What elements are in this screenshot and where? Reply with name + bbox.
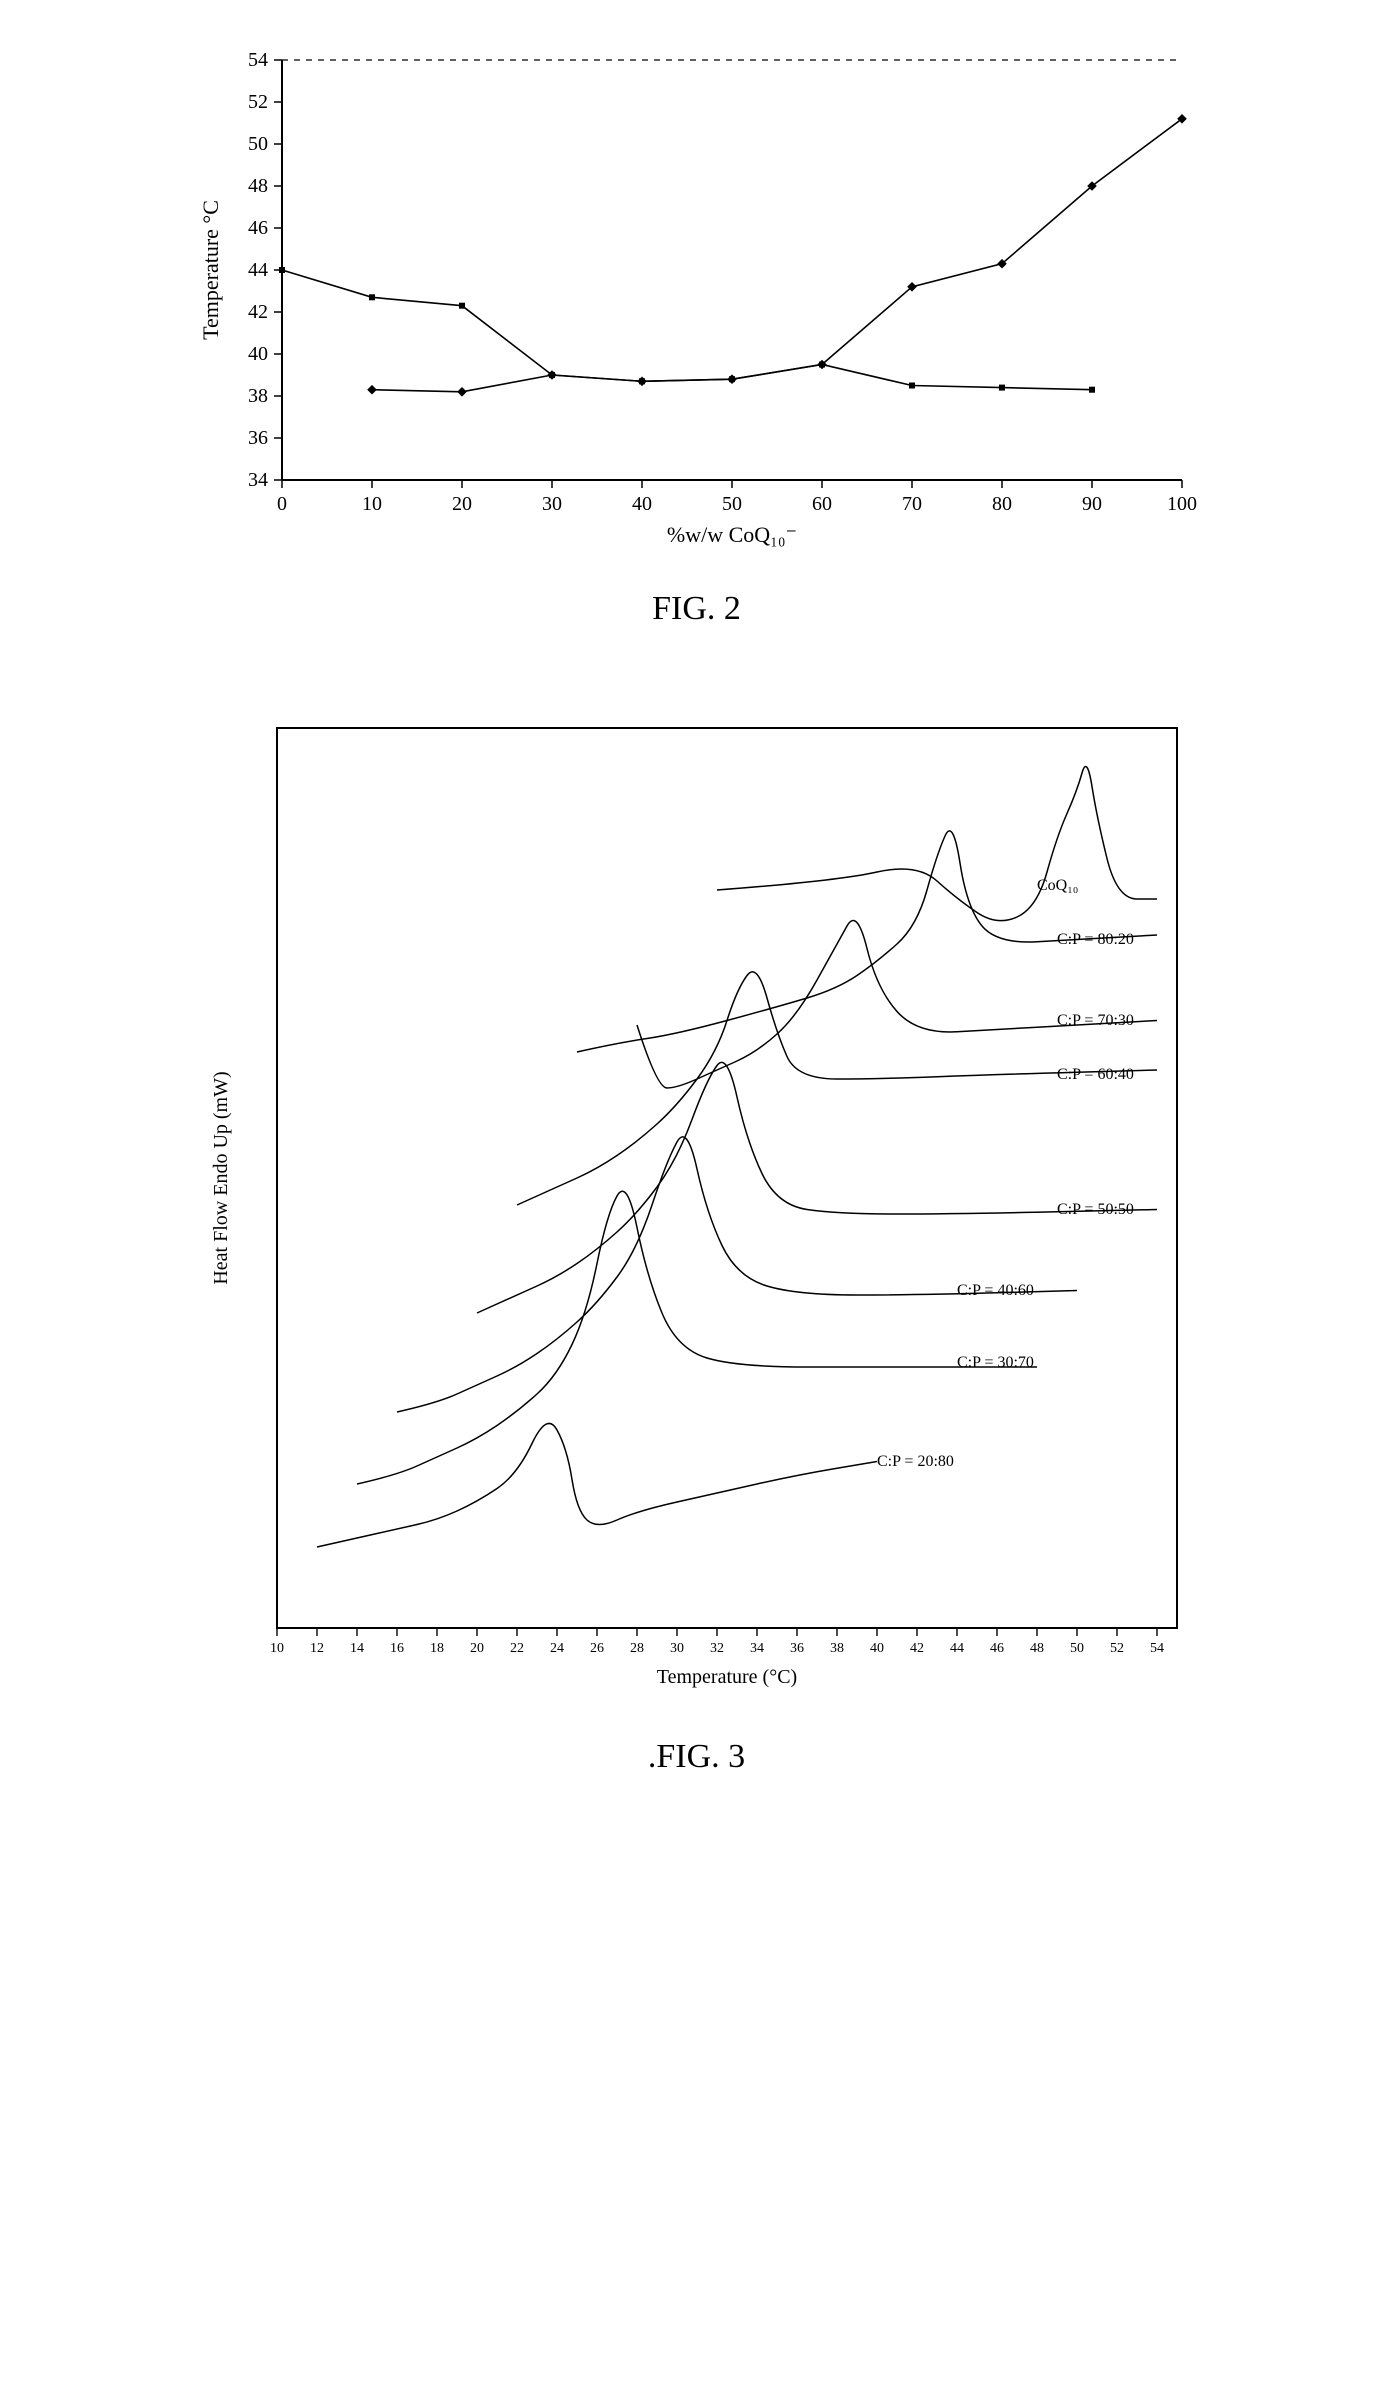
fig2-caption: FIG. 2 — [40, 590, 1353, 628]
svg-text:46: 46 — [248, 217, 268, 239]
svg-text:38: 38 — [248, 385, 268, 407]
svg-text:20: 20 — [452, 493, 472, 515]
svg-text:50: 50 — [722, 493, 742, 515]
fig3-chart: 10 12 14 16 18 20 22 24 26 28 30 32 34 36 38 40 42 44 46 48… — [187, 708, 1207, 1708]
svg-text:60: 60 — [812, 493, 832, 515]
svg-text:50: 50 — [248, 133, 268, 155]
svg-text:C:P = 30:70: C:P = 30:70 — [957, 1354, 1034, 1371]
svg-text:C:P = 60:40: C:P = 60:40 — [1057, 1066, 1134, 1083]
svg-text:Temperature (°C): Temperature (°C) — [656, 1666, 796, 1688]
svg-text:C:P = 20:80: C:P = 20:80 — [877, 1453, 954, 1470]
svg-text:CoQ₁₀: CoQ₁₀ — [1037, 877, 1078, 894]
svg-text:40: 40 — [248, 343, 268, 365]
svg-text:54: 54 — [1150, 1641, 1164, 1656]
svg-text:26: 26 — [590, 1641, 604, 1656]
svg-text:C:P = 40:60: C:P = 40:60 — [957, 1282, 1034, 1299]
svg-text:10: 10 — [270, 1641, 284, 1656]
svg-text:30: 30 — [542, 493, 562, 515]
svg-text:46: 46 — [990, 1641, 1004, 1656]
svg-text:50: 50 — [1070, 1641, 1084, 1656]
svg-text:52: 52 — [1110, 1641, 1124, 1656]
svg-text:100: 100 — [1167, 493, 1197, 515]
svg-text:10: 10 — [362, 493, 382, 515]
svg-text:30: 30 — [670, 1641, 684, 1656]
svg-text:40: 40 — [870, 1641, 884, 1656]
svg-text:14: 14 — [350, 1641, 364, 1656]
figure-3: 10 12 14 16 18 20 22 24 26 28 30 32 34 36 38 40 42 44 46 48… — [40, 708, 1353, 1776]
svg-text:34: 34 — [750, 1641, 764, 1656]
svg-text:70: 70 — [902, 493, 922, 515]
svg-text:34: 34 — [248, 469, 268, 491]
svg-text:%w/w CoQ₁₀⁻: %w/w CoQ₁₀⁻ — [666, 522, 796, 547]
svg-text:54: 54 — [248, 49, 268, 71]
svg-text:80: 80 — [992, 493, 1012, 515]
fig2-chart: 34 36 38 40 42 44 46 48 50 52 54 0 10 20 30 40 50 60 70 80 9… — [182, 40, 1212, 560]
svg-text:44: 44 — [950, 1641, 964, 1656]
svg-text:44: 44 — [248, 259, 268, 281]
svg-text:18: 18 — [430, 1641, 444, 1656]
svg-text:C:P = 50:50: C:P = 50:50 — [1057, 1201, 1134, 1218]
svg-text:12: 12 — [310, 1641, 324, 1656]
svg-text:16: 16 — [390, 1641, 404, 1656]
svg-text:Temperature °C: Temperature °C — [198, 200, 223, 340]
svg-text:52: 52 — [248, 91, 268, 113]
svg-text:48: 48 — [1030, 1641, 1044, 1656]
svg-text:22: 22 — [510, 1641, 524, 1656]
svg-text:48: 48 — [248, 175, 268, 197]
svg-text:36: 36 — [790, 1641, 804, 1656]
figure-2: 34 36 38 40 42 44 46 48 50 52 54 0 10 20 30 40 50 60 70 80 9… — [40, 40, 1353, 628]
svg-text:40: 40 — [632, 493, 652, 515]
svg-text:42: 42 — [248, 301, 268, 323]
svg-text:C:P = 80:20: C:P = 80:20 — [1057, 931, 1134, 948]
svg-text:20: 20 — [470, 1641, 484, 1656]
svg-text:90: 90 — [1082, 493, 1102, 515]
svg-text:36: 36 — [248, 427, 268, 449]
svg-text:Heat Flow Endo Up (mW): Heat Flow Endo Up (mW) — [210, 1071, 232, 1284]
fig3-caption: .FIG. 3 — [40, 1738, 1353, 1776]
svg-text:32: 32 — [710, 1641, 724, 1656]
svg-text:0: 0 — [277, 493, 287, 515]
svg-text:28: 28 — [630, 1641, 644, 1656]
svg-text:24: 24 — [550, 1641, 564, 1656]
svg-text:38: 38 — [830, 1641, 844, 1656]
svg-text:42: 42 — [910, 1641, 924, 1656]
svg-text:C:P = 70:30: C:P = 70:30 — [1057, 1012, 1134, 1029]
